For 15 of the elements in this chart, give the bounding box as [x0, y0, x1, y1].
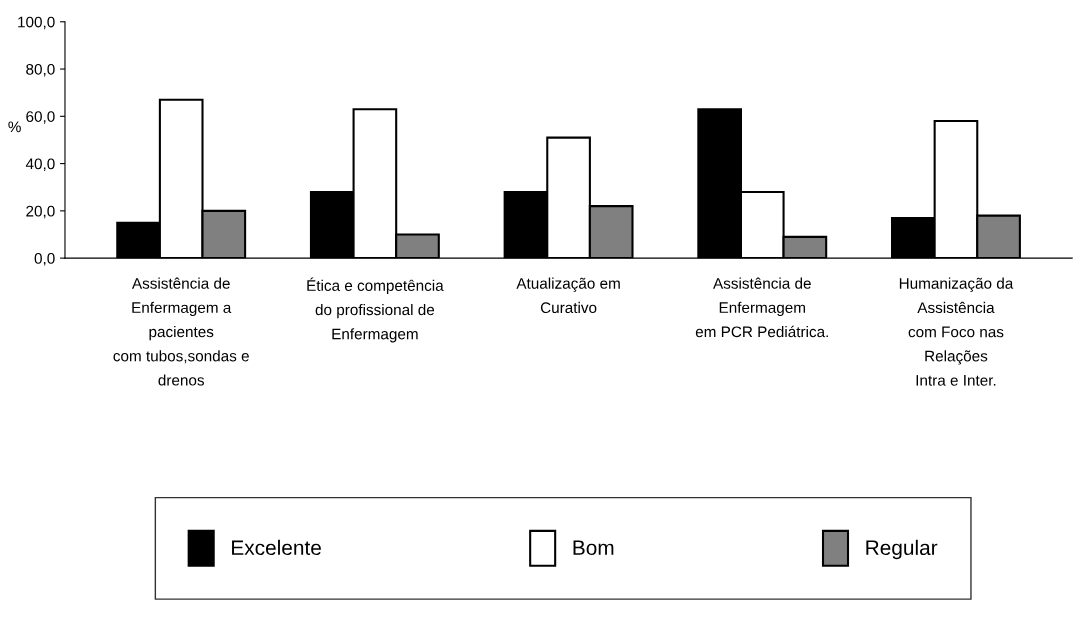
x-tick-label: Ética e competência do profissional de Enfermagem [307, 277, 444, 343]
y-axis-title: % [8, 121, 21, 133]
x-tick-label: Atualização em Curativo [516, 277, 620, 314]
y-tick-label: 60,0 [26, 111, 55, 124]
y-tick-label: 0,0 [34, 253, 55, 266]
x-tick-label: Humanização da Assistência com Foco nas Relações Intra e Inter. [899, 277, 1014, 386]
y-tick-label: 80,0 [26, 63, 55, 77]
legend-label: Regular [866, 539, 938, 560]
y-tick-label: 40,0 [25, 158, 55, 172]
y-tick-label: 20,0 [26, 205, 55, 219]
x-tick-label: Assistência de Enfermagem em PCR Pediátrica. [695, 277, 828, 338]
x-tick-label: Assistência de Enfermagem a pacientes com tubos,sondas e drenos [113, 277, 249, 386]
legend-label: Bom [573, 540, 614, 556]
y-tick-label: 100,0 [18, 16, 55, 30]
legend-label: Excelente [232, 539, 321, 556]
